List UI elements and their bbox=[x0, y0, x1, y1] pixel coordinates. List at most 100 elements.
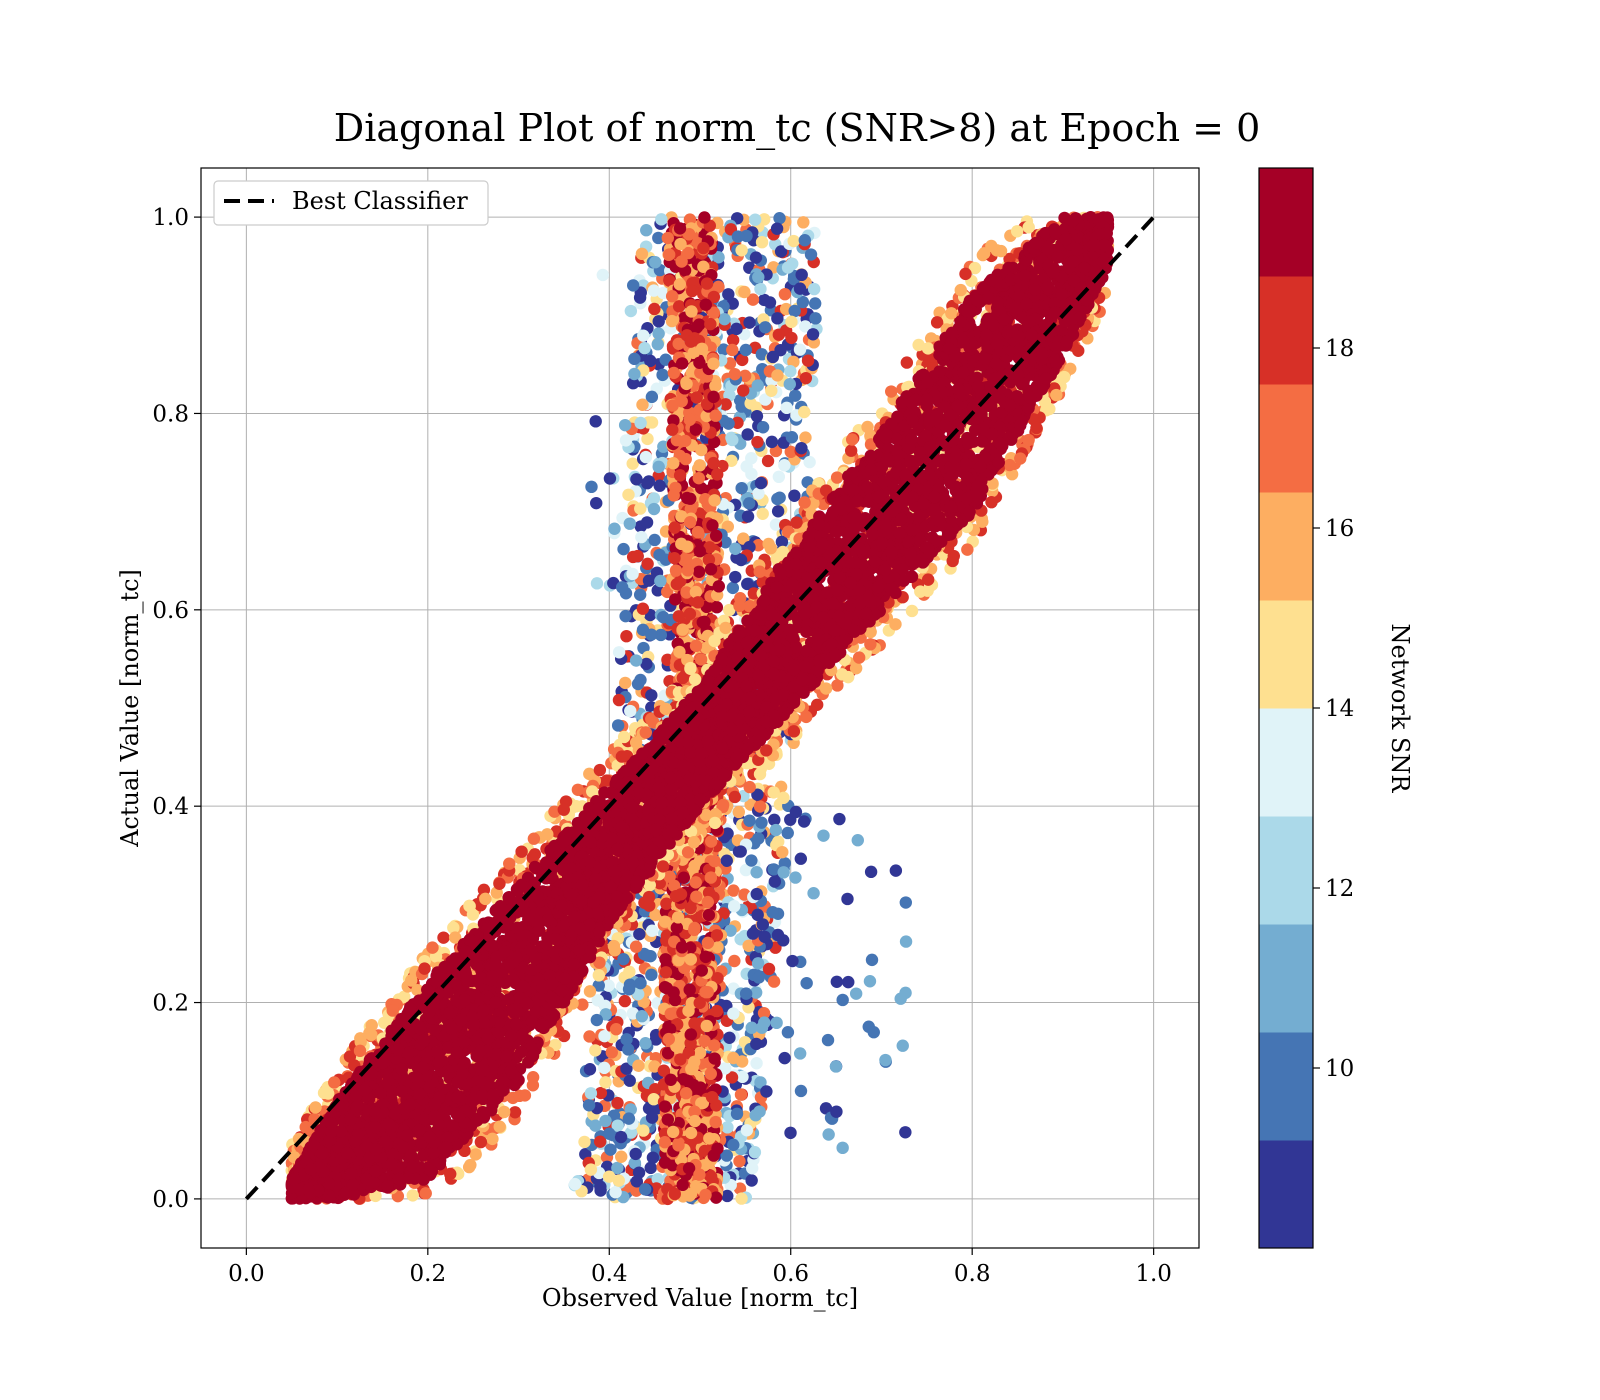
scatter-point bbox=[707, 390, 720, 404]
scatter-point bbox=[726, 581, 740, 595]
scatter-point bbox=[728, 954, 741, 968]
scatter-point bbox=[636, 398, 649, 411]
scatter-point bbox=[751, 379, 764, 392]
scatter-point bbox=[681, 540, 694, 553]
scatter-point bbox=[745, 1174, 758, 1187]
scatter-point bbox=[699, 298, 712, 311]
scatter-point bbox=[596, 268, 610, 282]
scatter-point bbox=[700, 1019, 713, 1033]
scatter-point bbox=[667, 489, 680, 502]
scatter-point bbox=[659, 966, 673, 979]
scatter-point bbox=[665, 289, 679, 303]
scatter-point bbox=[704, 563, 718, 576]
scatter-point bbox=[752, 971, 766, 984]
scatter-point bbox=[731, 416, 744, 429]
scatter-point bbox=[609, 1023, 623, 1036]
scatter-point bbox=[649, 908, 662, 922]
scatter-point bbox=[733, 1155, 746, 1168]
scatter-point bbox=[583, 1030, 596, 1043]
scatter-point bbox=[754, 1076, 767, 1089]
scatter-point bbox=[644, 354, 657, 368]
scatter-point bbox=[645, 416, 659, 429]
scatter-point bbox=[626, 376, 640, 390]
scatter-point bbox=[738, 285, 751, 299]
scatter-point bbox=[693, 356, 706, 369]
scatter-point bbox=[636, 602, 650, 615]
scatter-point bbox=[651, 338, 664, 351]
scatter-point bbox=[730, 1107, 744, 1121]
scatter-point bbox=[667, 457, 680, 470]
scatter-point bbox=[741, 577, 754, 591]
scatter-point bbox=[619, 434, 633, 447]
scatter-point bbox=[663, 870, 676, 883]
scatter-point bbox=[755, 816, 768, 829]
scatter-point bbox=[695, 342, 709, 356]
scatter-point bbox=[603, 1127, 616, 1140]
scatter-point bbox=[767, 975, 781, 988]
scatter-point bbox=[764, 541, 777, 555]
scatter-point bbox=[865, 953, 879, 967]
scatter-point bbox=[756, 918, 770, 931]
scatter-point bbox=[724, 924, 737, 937]
scatter-point bbox=[628, 1156, 642, 1170]
scatter-point bbox=[894, 992, 907, 1005]
scatter-point bbox=[688, 1114, 702, 1128]
scatter-point bbox=[743, 814, 756, 827]
scatter-point bbox=[745, 1161, 759, 1175]
scatter-point bbox=[736, 353, 749, 367]
scatter-point bbox=[743, 316, 756, 329]
scatter-point bbox=[778, 459, 791, 472]
scatter-point bbox=[771, 369, 784, 382]
scatter-point bbox=[688, 1055, 701, 1069]
scatter-point bbox=[661, 231, 675, 245]
scatter-point bbox=[611, 719, 625, 732]
scatter-point bbox=[777, 866, 790, 879]
scatter-point bbox=[652, 315, 665, 328]
scatter-point bbox=[641, 432, 654, 446]
scatter-point bbox=[685, 284, 699, 298]
scatter-point bbox=[651, 584, 664, 597]
scatter-point bbox=[626, 279, 640, 292]
scatter-point bbox=[776, 845, 789, 859]
scatter-point bbox=[720, 1149, 733, 1162]
scatter-point bbox=[701, 936, 715, 950]
scatter-point bbox=[583, 985, 597, 998]
scatter-point bbox=[698, 615, 711, 628]
scatter-point bbox=[719, 398, 732, 411]
scatter-point bbox=[730, 322, 743, 336]
scatter-point bbox=[682, 1004, 695, 1018]
scatter-point bbox=[721, 1121, 734, 1134]
scatter-point bbox=[693, 545, 706, 558]
scatter-point bbox=[706, 519, 719, 532]
scatter-point bbox=[672, 300, 686, 313]
scatter-point bbox=[676, 1178, 689, 1192]
scatter-point bbox=[632, 1059, 645, 1072]
scatter-point bbox=[751, 957, 765, 970]
scatter-point bbox=[675, 941, 689, 954]
scatter-point bbox=[718, 1062, 732, 1075]
scatter-point bbox=[723, 1031, 736, 1044]
scatter-point bbox=[750, 1057, 763, 1070]
scatter-point bbox=[727, 1138, 740, 1152]
scatter-point bbox=[745, 452, 758, 465]
scatter-point bbox=[727, 900, 741, 913]
scatter-point bbox=[637, 1124, 650, 1137]
scatter-point bbox=[608, 522, 621, 535]
scatter-point bbox=[809, 312, 822, 325]
scatter-point bbox=[666, 1125, 680, 1139]
scatter-point bbox=[751, 908, 764, 922]
scatter-point bbox=[789, 871, 802, 884]
scatter-point bbox=[905, 604, 919, 618]
scatter-point bbox=[648, 302, 661, 316]
scatter-point bbox=[777, 791, 790, 805]
scatter-point bbox=[641, 557, 654, 571]
scatter-point bbox=[648, 1060, 661, 1073]
scatter-point bbox=[774, 245, 788, 258]
scatter-point bbox=[781, 261, 795, 274]
scatter-point bbox=[526, 1071, 540, 1084]
scatter-point bbox=[725, 1071, 739, 1084]
scatter-point bbox=[867, 1026, 880, 1039]
scatter-point bbox=[793, 1047, 807, 1060]
scatter-point bbox=[711, 1142, 724, 1155]
scatter-point bbox=[741, 510, 755, 523]
